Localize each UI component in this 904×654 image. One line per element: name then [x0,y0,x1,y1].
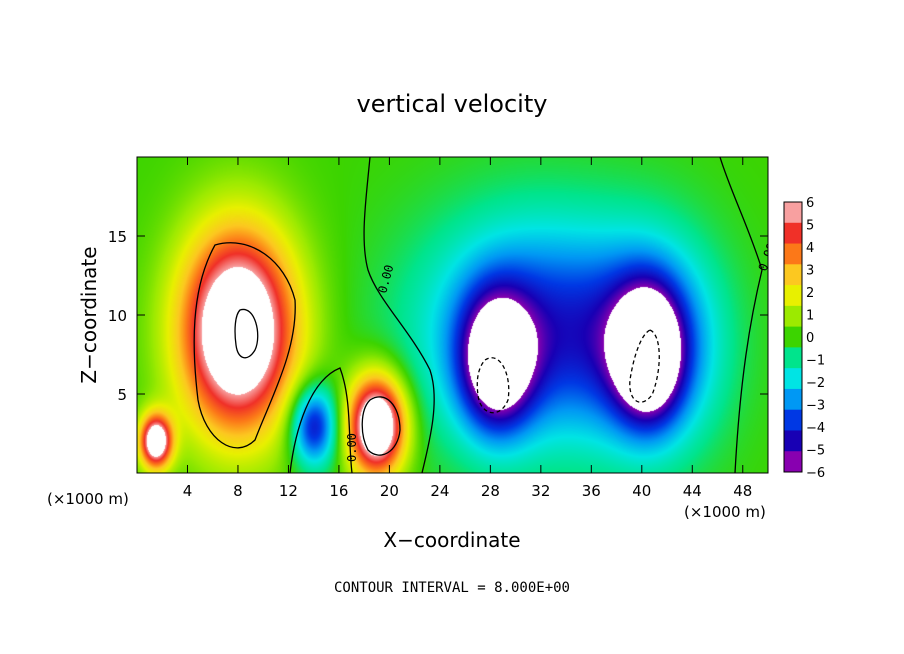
x-unit-label-left: (×1000 m) [47,490,129,508]
x-tick-label: 36 [582,482,601,500]
zero-contour-left [363,157,435,473]
colorbar-tick-label: −1 [806,354,825,369]
colorbar-tick-label: −3 [806,399,825,414]
y-tick-label: 10 [108,307,127,325]
updraft-contour-inner [234,309,259,359]
x-tick-label: 32 [531,482,550,500]
colorbar-tick-label: 0 [806,331,814,346]
x-tick-label: 16 [329,482,348,500]
colorbar-swatch [784,409,802,431]
downdraft-contour-left [476,357,510,414]
colorbar-swatch [784,305,802,328]
heatmap-area: 0.00 0.00 0.00 [137,157,768,473]
x-tick-label: 4 [183,482,193,500]
colorbar-swatch [784,264,802,286]
colorbar-swatch [784,430,802,452]
colorbar-tick-label: 3 [806,264,814,279]
colorbar-tick-label: −6 [806,466,825,481]
x-axis-title: X−coordinate [383,528,520,552]
colorbar-swatch [784,388,802,411]
zero-contour-mid [289,367,353,473]
colorbar-tick-label: −2 [806,376,825,391]
x-tick-label: 48 [733,482,752,500]
colorbar-swatch [784,285,802,307]
zero-contour-right [719,157,763,473]
downdraft-contour-right [629,329,660,403]
colorbar-tick-label: 4 [806,241,814,256]
x-axis: 4 8 12 16 20 24 28 32 36 40 44 48 [183,157,752,500]
heatmap-image [137,157,768,473]
colorbar-tick-label: 1 [806,309,814,324]
colorbar-swatch [784,243,802,265]
updraft-contour-left [193,242,296,449]
colorbar-swatch [784,326,802,348]
x-tick-label: 44 [683,482,702,500]
x-tick-label: 8 [233,482,243,500]
colorbar-swatch [784,368,802,390]
y-tick-label: 5 [117,386,127,404]
contour-label: 0.00 [345,433,359,462]
x-unit-label-right: (×1000 m) [684,503,766,521]
colorbar-swatch [784,451,802,473]
colorbar-tick-label: 2 [806,286,814,301]
y-axis-title: Z−coordinate [77,246,101,383]
updraft-contour-center [361,396,401,456]
zero-contours [193,157,763,473]
chart-title: vertical velocity [357,90,548,118]
x-tick-label: 40 [632,482,651,500]
x-tick-label: 28 [481,482,500,500]
colorbar-tick-label: 6 [806,196,814,211]
x-tick-label: 12 [279,482,298,500]
colorbar-swatch [784,202,802,224]
colorbar-tick-label: −4 [806,421,825,436]
colorbar-tick-label: −5 [806,444,825,459]
x-tick-label: 24 [430,482,449,500]
colorbar-tick-label: 5 [806,219,814,234]
contour-interval-note: CONTOUR INTERVAL = 8.000E+00 [334,580,570,596]
colorbar: 6 5 4 3 2 1 0 −1 −2 −3 −4 −5 −6 [783,196,825,481]
y-axis: 5 10 15 [108,228,768,404]
colorbar-swatch [784,222,802,245]
x-tick-label: 20 [380,482,399,500]
colorbar-frame [783,201,803,473]
colorbar-swatch [784,347,802,369]
y-tick-label: 15 [108,228,127,246]
